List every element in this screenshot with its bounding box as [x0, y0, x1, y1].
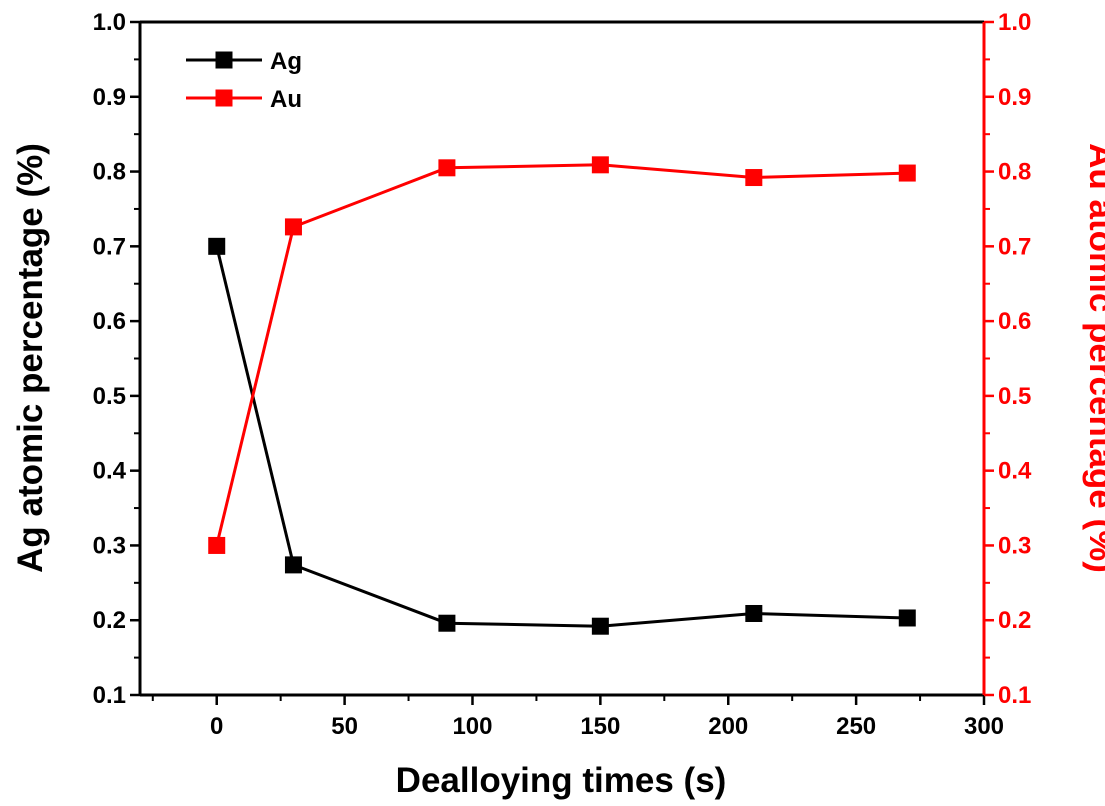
- y-left-tick-label: 0.5: [93, 383, 126, 410]
- plot-frame: [138, 20, 986, 697]
- x-axis: 0 50 100 150 200 250 300: [151, 695, 1004, 740]
- y-right-tick-label: 0.9: [998, 84, 1031, 111]
- y-left-tick-label: 0.2: [93, 607, 126, 634]
- y-right-tick-label: 0.7: [998, 233, 1031, 260]
- y-right-tick-label: 0.3: [998, 532, 1031, 559]
- x-axis-title: Dealloying times (s): [396, 761, 727, 800]
- x-tick-label: 0: [210, 713, 223, 740]
- y-left-tick-label: 0.6: [93, 308, 126, 335]
- legend-entry-ag: Ag: [186, 48, 302, 75]
- data-point-ag: [208, 237, 226, 255]
- y-axis-left-title: Ag atomic percentage (%): [11, 143, 50, 573]
- data-point-ag: [284, 556, 302, 574]
- data-point-ag: [438, 614, 456, 632]
- legend-marker: [215, 51, 233, 69]
- y-right-tick-label: 0.8: [998, 159, 1031, 186]
- data-point-au: [745, 169, 763, 187]
- legend: Ag Au: [186, 48, 302, 113]
- x-tick-label: 100: [452, 713, 492, 740]
- legend-marker: [215, 89, 233, 107]
- series-line-au: [215, 163, 908, 546]
- y-axis-left: 0.1 0.2 0.3 0.4 0.5 0.6 0.7 0.8 0.9 1.0: [93, 9, 140, 709]
- legend-label: Ag: [270, 48, 302, 75]
- series-layer: [208, 156, 916, 635]
- y-left-tick-label: 0.7: [93, 233, 126, 260]
- data-point-ag: [591, 617, 609, 635]
- y-right-tick-label: 0.4: [998, 458, 1032, 485]
- y-left-tick-label: 0.4: [93, 458, 127, 485]
- data-point-au: [591, 156, 609, 174]
- data-point-au: [208, 536, 226, 554]
- legend-label: Au: [270, 86, 302, 113]
- data-point-au: [284, 218, 302, 236]
- y-right-tick-label: 0.1: [998, 682, 1031, 709]
- data-point-au: [898, 164, 916, 182]
- legend-entry-au: Au: [186, 86, 302, 113]
- y-right-tick-label: 0.2: [998, 607, 1031, 634]
- data-point-ag: [745, 604, 763, 622]
- series-ag: [208, 237, 916, 635]
- data-point-au: [438, 159, 456, 177]
- y-left-tick-label: 0.8: [93, 159, 126, 186]
- series-line-ag: [215, 245, 908, 628]
- y-right-tick-label: 0.6: [998, 308, 1031, 335]
- x-tick-label: 50: [331, 713, 358, 740]
- x-tick-label: 300: [964, 713, 1004, 740]
- y-right-tick-label: 0.5: [998, 383, 1031, 410]
- y-left-tick-label: 0.3: [93, 532, 126, 559]
- y-left-tick-label: 1.0: [93, 9, 126, 36]
- x-tick-label: 200: [708, 713, 748, 740]
- series-au: [208, 156, 916, 554]
- x-tick-label: 250: [836, 713, 876, 740]
- y-axis-right-title: Au atomic percentage (%): [1082, 143, 1105, 573]
- y-right-tick-label: 1.0: [998, 9, 1031, 36]
- x-tick-label: 150: [580, 713, 620, 740]
- y-left-tick-label: 0.9: [93, 84, 126, 111]
- y-axis-right: 0.1 0.2 0.3 0.4 0.5 0.6 0.7 0.8 0.9 1.0: [984, 9, 1032, 709]
- data-point-ag: [898, 609, 916, 627]
- y-left-tick-label: 0.1: [93, 682, 126, 709]
